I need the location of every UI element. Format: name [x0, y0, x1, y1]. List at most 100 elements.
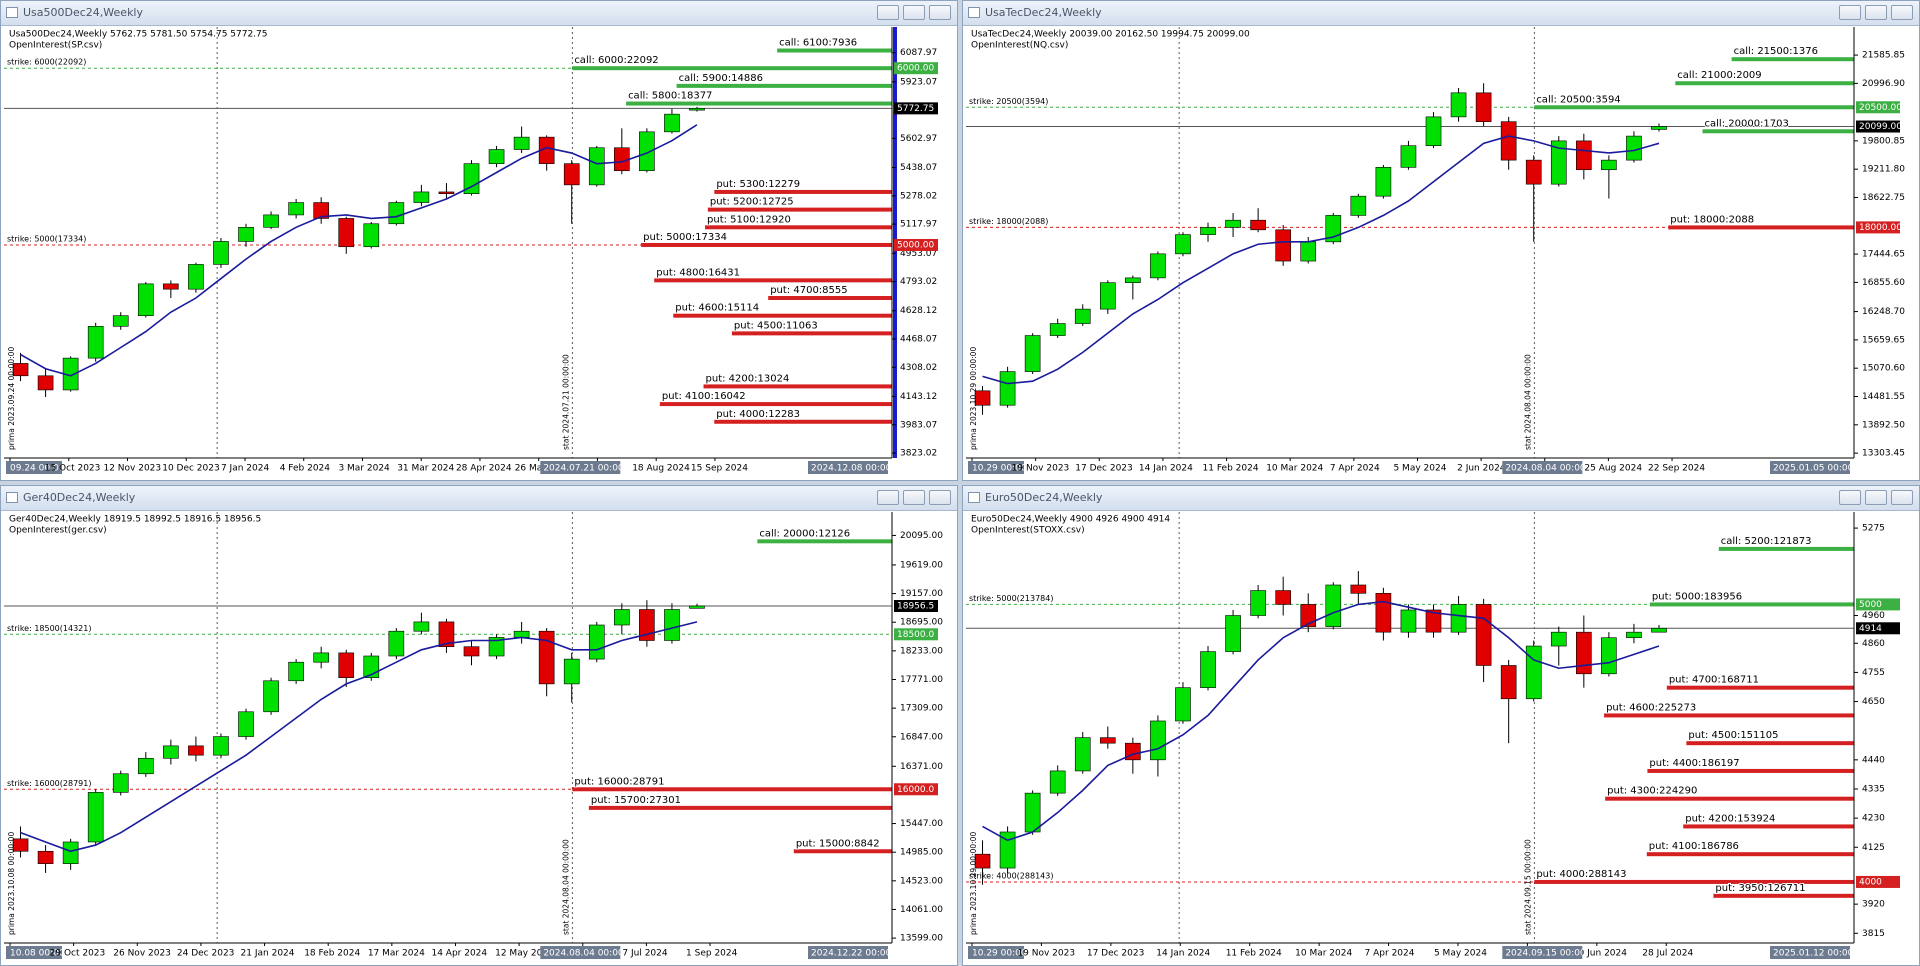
plot-background [966, 27, 1916, 478]
price-box [894, 600, 938, 613]
title-bar: Ger40Dec24,Weekly [1, 486, 957, 511]
date-marker-box [1502, 946, 1583, 959]
open-interest-label: put: 4200:153924 [1685, 813, 1775, 824]
candle-body [1200, 227, 1216, 235]
candle-body [1375, 167, 1392, 197]
candle-body [1651, 126, 1667, 130]
maximize-button[interactable] [1865, 5, 1887, 20]
date-box [968, 461, 1024, 474]
y-tick-label: 4650 [1862, 697, 1885, 707]
candle-body [1049, 323, 1066, 336]
x-tick-label: 25 Aug 2024 [1584, 464, 1642, 474]
open-interest-bar [1686, 741, 1854, 746]
candle-body [1400, 145, 1417, 168]
y-tick-label: 18233.00 [900, 646, 943, 656]
price-box-label: 20500.00 [1859, 103, 1902, 113]
price-box-label: 4000 [1859, 877, 1882, 887]
close-button[interactable] [1891, 490, 1913, 505]
price-box-label: 18000.00 [1859, 223, 1902, 233]
minimize-button[interactable] [1839, 5, 1861, 20]
candle-body [37, 375, 54, 391]
open-interest-bar [654, 278, 892, 283]
candle-body [1200, 651, 1216, 688]
y-tick-label: 16371.00 [900, 762, 943, 772]
vertical-annotation: prima 2023.10.29 00:00:00 [969, 832, 978, 935]
minimize-button[interactable] [877, 5, 899, 20]
strike-label: strike: 5000(213784) [969, 594, 1053, 603]
window-icon [6, 7, 18, 18]
open-interest-bar [1649, 602, 1854, 607]
candle-body [313, 202, 329, 219]
candle-body [1550, 631, 1567, 647]
open-interest-label: call: 21000:2009 [1677, 70, 1761, 81]
maximize-button[interactable] [903, 5, 925, 20]
price-scale-bar [893, 512, 897, 943]
window-icon [6, 492, 18, 503]
x-tick-label: 28 Apr 2024 [456, 464, 512, 474]
x-tick-label: 17 Dec 2023 [1087, 949, 1145, 959]
candle-body [689, 605, 705, 609]
moving-average [982, 135, 1660, 385]
x-tick-label: 26 Nov 2023 [113, 949, 171, 959]
chart-header: Euro50Dec24,Weekly 4900 4926 4900 4914 [971, 515, 1170, 525]
x-tick-label: 12 May 2024 [495, 949, 554, 959]
x-tick-label: 19 Nov 2023 [1017, 949, 1075, 959]
vertical-annotation: prima 2023.09.24 00:00:00 [7, 347, 16, 450]
open-interest-bar [673, 313, 892, 318]
minimize-button[interactable] [1839, 490, 1861, 505]
close-button[interactable] [929, 5, 951, 20]
open-interest-label: call: 20000:1703 [1705, 118, 1789, 129]
open-interest-label: put: 5000:183956 [1652, 591, 1742, 602]
x-tick-label: 18 Aug 2024 [632, 464, 690, 474]
candle-body [1250, 590, 1266, 616]
chart: strike: 6000(22092) strike: 5000(17334) ca… [4, 27, 954, 478]
x-tick-label: 09.24 00:00 [10, 464, 65, 474]
candle-body [87, 325, 104, 359]
chart-subheader: OpenInterest(NQ.csv) [971, 41, 1068, 51]
price-scale-bar [1855, 512, 1859, 943]
price-box [894, 102, 938, 115]
close-button[interactable] [929, 490, 951, 505]
y-tick-label: 4335 [1862, 784, 1885, 794]
strike-label: strike: 5000(17334) [7, 234, 86, 243]
candle-body [1150, 253, 1166, 279]
candle-body [1350, 195, 1367, 216]
minimize-button[interactable] [877, 490, 899, 505]
x-tick-label: 15 Oct 2023 [45, 464, 101, 474]
price-box [894, 783, 938, 796]
y-tick-label: 19157.00 [900, 589, 943, 599]
close-button[interactable] [1891, 5, 1913, 20]
price-scale-bar [1855, 27, 1859, 458]
open-interest-label: call: 5800:18377 [628, 91, 712, 102]
date-marker: 2024.08.04 00:00 [543, 949, 624, 959]
open-interest-label: put: 3950:126711 [1715, 883, 1805, 894]
maximize-button[interactable] [1865, 490, 1887, 505]
x-tick-label: 7 Apr 2024 [1330, 464, 1380, 474]
candle-body [1099, 737, 1116, 744]
open-interest-label: call: 21500:1376 [1734, 46, 1818, 57]
x-tick-label: 15 Sep 2024 [691, 464, 748, 474]
y-tick-label: 3815 [1862, 929, 1885, 939]
x-tick-label: 10.08 00:00 [10, 949, 65, 959]
y-tick-label: 17309.00 [900, 704, 943, 714]
y-tick-label: 4960 [1862, 611, 1885, 621]
open-interest-label: put: 4600:15114 [675, 303, 759, 314]
candle-body [689, 108, 705, 111]
candle-body [1400, 609, 1417, 633]
strike-label: strike: 20500(3594) [969, 97, 1048, 106]
y-tick-label: 4953.07 [900, 249, 937, 259]
price-box [894, 238, 938, 251]
candle-body [563, 163, 580, 186]
x-tick-label: 1 Sep 2024 [686, 949, 738, 959]
y-tick-label: 5602.97 [900, 134, 937, 144]
y-tick-label: 5275 [1862, 524, 1885, 534]
y-tick-label: 14523.00 [900, 876, 943, 886]
open-interest-bar [703, 384, 892, 389]
candle-body [1074, 308, 1091, 324]
y-tick-label: 4628.12 [900, 306, 937, 316]
y-tick-label: 3983.07 [900, 420, 937, 430]
open-interest-label: put: 4100:186786 [1649, 841, 1739, 852]
x-tick-label: 11 Feb 2024 [1226, 949, 1282, 959]
price-box-label: 5000.00 [897, 240, 934, 250]
maximize-button[interactable] [903, 490, 925, 505]
